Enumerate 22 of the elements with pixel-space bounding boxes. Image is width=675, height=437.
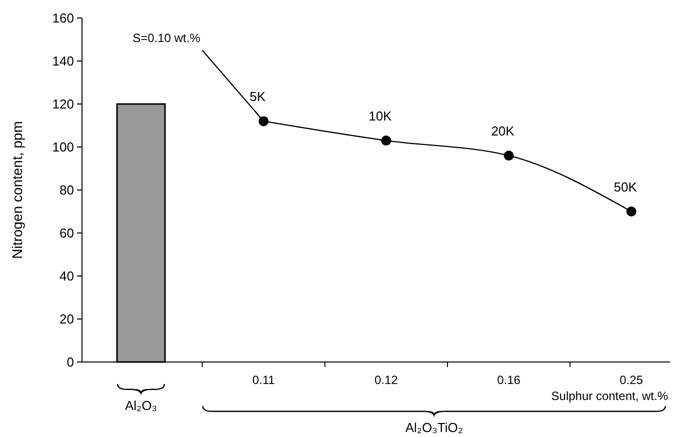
y-tick-label: 60 [60,226,74,241]
y-tick-label: 100 [52,140,74,155]
x-tick-label: 0.16 [497,373,521,387]
y-tick-label: 80 [60,182,74,198]
text: Al₂O₃ [124,398,158,413]
y-axis-title: Nitrogen content, ppm [9,121,25,259]
y-tick-label: 20 [60,312,74,327]
x-tick-label: 0.12 [374,373,398,387]
x-tick-label: 0.11 [252,373,276,387]
annotation: 50K [614,180,638,194]
annotation: 10K [368,108,392,124]
text: Al₂O₃TiO₂ [405,420,463,435]
y-tick-label: 0 [66,354,74,370]
y-tick-label: 120 [52,96,74,112]
y-tick-label: 160 [52,10,74,26]
x-axis-title: Sulphur content, wt.% [551,389,668,403]
y-tick-label: 40 [60,268,74,284]
y-tick-label: 140 [52,54,74,69]
x-tick-label: 0.25 [620,373,644,387]
annotation: 20K [491,124,515,139]
annotation: 5K [250,89,266,104]
annotation: S=0.10 wt.% [132,31,201,45]
